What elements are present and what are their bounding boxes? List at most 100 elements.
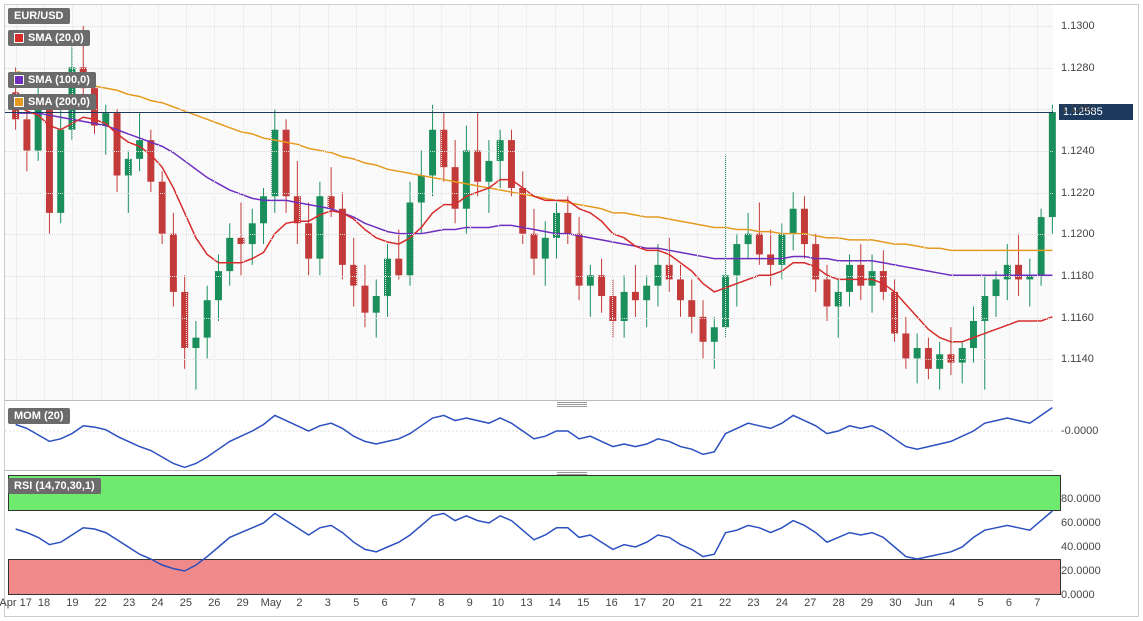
gridline-v — [555, 5, 556, 400]
gridline-v — [583, 5, 584, 400]
y-tick-label: 40.0000 — [1061, 541, 1101, 553]
x-tick-label: 21 — [691, 597, 703, 609]
x-tick-label: Apr 17 — [0, 597, 32, 609]
legend-text: SMA (100,0) — [28, 74, 90, 86]
gridline-v — [72, 5, 73, 400]
x-tick-label: 29 — [237, 597, 249, 609]
legend-text: SMA (200,0) — [28, 96, 90, 108]
legend-chip[interactable]: EUR/USD — [8, 8, 70, 24]
x-tick-label: 28 — [832, 597, 844, 609]
x-tick-label: 6 — [1006, 597, 1012, 609]
x-tick-label: 20 — [662, 597, 674, 609]
x-tick-label: 7 — [410, 597, 416, 609]
x-tick-label: 2 — [296, 597, 302, 609]
mom-legend: MOM (20) — [8, 408, 70, 424]
gridline-v — [243, 5, 244, 400]
gridline-v — [782, 5, 783, 400]
x-tick-label: 23 — [123, 597, 135, 609]
x-tick-label: 22 — [95, 597, 107, 609]
gridline-v — [526, 5, 527, 400]
x-tick-label: 6 — [382, 597, 388, 609]
rsi-y-axis: 0.000020.000040.000060.000080.0000 — [1053, 475, 1138, 595]
x-tick-label: 7 — [1034, 597, 1040, 609]
y-tick-label: 0.0000 — [1061, 589, 1095, 601]
gridline-v — [952, 5, 953, 400]
x-tick-label: 26 — [208, 597, 220, 609]
x-tick-label: 13 — [520, 597, 532, 609]
y-tick-label: 20.0000 — [1061, 565, 1101, 577]
x-tick-label: 16 — [605, 597, 617, 609]
mom-label: MOM (20) — [14, 410, 64, 422]
gridline-v — [612, 5, 613, 400]
price-panel[interactable]: 1.12585 EUR/USDSMA (20,0)SMA (100,0)SMA … — [5, 5, 1053, 401]
gridline-v — [101, 5, 102, 400]
gridline-v — [214, 5, 215, 400]
gridline-v — [328, 5, 329, 400]
gridline-v — [385, 5, 386, 400]
legend-swatch — [14, 33, 24, 43]
x-tick-label: 14 — [549, 597, 561, 609]
x-tick-label: 8 — [438, 597, 444, 609]
chart-container: 1.12585 EUR/USDSMA (20,0)SMA (100,0)SMA … — [4, 4, 1139, 617]
y-tick-label: -0.0000 — [1061, 425, 1098, 437]
rsi-chart-svg — [5, 475, 1053, 595]
gridline-v — [498, 5, 499, 400]
legend-chip[interactable]: SMA (20,0) — [8, 30, 90, 46]
x-tick-label: 10 — [492, 597, 504, 609]
y-tick-label: 1.1280 — [1061, 62, 1095, 74]
x-tick-label: Jun — [915, 597, 933, 609]
x-tick-label: 29 — [861, 597, 873, 609]
gridline-v — [924, 5, 925, 400]
y-tick-label: 1.1200 — [1061, 228, 1095, 240]
gridline-v — [129, 5, 130, 400]
gridline-v — [753, 5, 754, 400]
x-tick-label: 30 — [889, 597, 901, 609]
legend-chip[interactable]: SMA (100,0) — [8, 72, 96, 88]
gridline-v — [470, 5, 471, 400]
x-tick-label: 5 — [977, 597, 983, 609]
gridline-v — [867, 5, 868, 400]
gridline-v — [668, 5, 669, 400]
x-tick-label: 22 — [719, 597, 731, 609]
x-tick-label: 24 — [151, 597, 163, 609]
x-axis: Apr 171819222324252629May235678910131415… — [5, 595, 1053, 613]
rsi-legend: RSI (14,70,30,1) — [8, 478, 101, 494]
gridline-v — [356, 5, 357, 400]
y-tick-label: 1.1240 — [1061, 145, 1095, 157]
y-tick-label: 80.0000 — [1061, 493, 1101, 505]
mom-panel[interactable]: MOM (20) — [5, 405, 1053, 471]
gridline-v — [895, 5, 896, 400]
x-tick-label: 25 — [180, 597, 192, 609]
y-tick-label: 60.0000 — [1061, 517, 1101, 529]
legend-swatch — [14, 75, 24, 85]
legend-chip[interactable]: SMA (200,0) — [8, 94, 96, 110]
gridline-v — [981, 5, 982, 400]
gridline-v — [413, 5, 414, 400]
gridline-v — [1009, 5, 1010, 400]
x-tick-label: 19 — [66, 597, 78, 609]
y-tick-label: 1.1220 — [1061, 187, 1095, 199]
y-tick-label: 1.1140 — [1061, 353, 1094, 365]
gridline-v — [441, 5, 442, 400]
gridline-v — [299, 5, 300, 400]
rsi-panel[interactable]: RSI (14,70,30,1) — [5, 475, 1053, 595]
legend-text: EUR/USD — [14, 10, 64, 22]
x-tick-label: 23 — [747, 597, 759, 609]
x-tick-label: 24 — [776, 597, 788, 609]
y-tick-label: 1.1180 — [1061, 270, 1094, 282]
x-tick-label: 3 — [325, 597, 331, 609]
gridline-v — [271, 5, 272, 400]
gridline-v — [44, 5, 45, 400]
y-tick-label: 1.1300 — [1061, 20, 1095, 32]
gridline-v — [640, 5, 641, 400]
x-tick-label: 4 — [949, 597, 955, 609]
gridline-v — [158, 5, 159, 400]
legend-text: SMA (20,0) — [28, 32, 84, 44]
gridline-v — [186, 5, 187, 400]
legend-swatch — [14, 97, 24, 107]
gridline-v — [725, 5, 726, 400]
x-tick-label: 9 — [467, 597, 473, 609]
x-tick-label: 27 — [804, 597, 816, 609]
y-tick-label: 1.1260 — [1061, 103, 1095, 115]
x-tick-label: May — [261, 597, 282, 609]
